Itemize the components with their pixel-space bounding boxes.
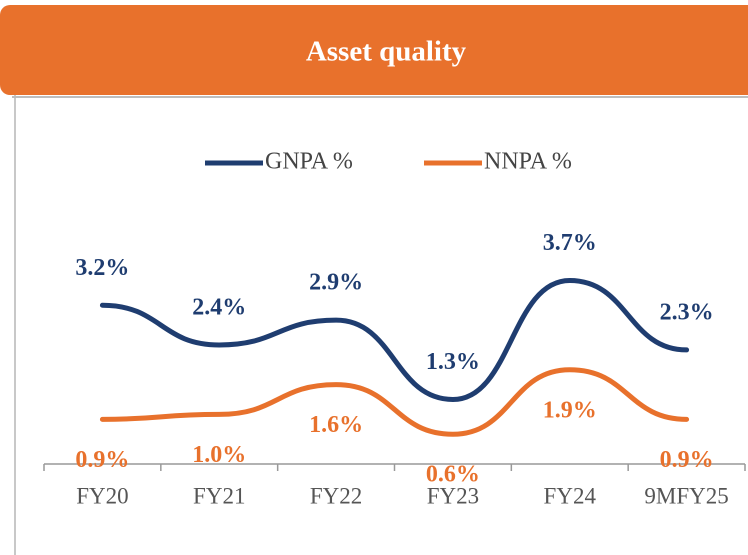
data-label: 3.7%	[543, 230, 597, 256]
data-label: 2.4%	[192, 294, 246, 320]
data-label: 1.0%	[192, 442, 246, 468]
card-header	[0, 5, 748, 95]
x-tick-label: 9MFY25	[644, 483, 728, 508]
legend-label: NNPA %	[484, 149, 572, 175]
data-label: 2.3%	[660, 299, 714, 325]
chart-title: Asset quality	[306, 36, 467, 68]
data-label: 0.9%	[660, 447, 714, 473]
data-label: 1.9%	[543, 397, 597, 423]
data-label: 0.9%	[75, 447, 129, 473]
data-label: 0.6%	[426, 462, 480, 488]
card-body	[14, 91, 748, 555]
series-line	[99, 367, 690, 437]
data-label: 1.6%	[309, 412, 363, 438]
x-tick-label: FY22	[310, 483, 362, 508]
x-tick-label: FY21	[193, 483, 245, 508]
series-line	[99, 277, 690, 403]
data-label: 1.3%	[426, 349, 480, 375]
legend-label: GNPA %	[265, 149, 353, 175]
data-label: 2.9%	[309, 270, 363, 296]
x-tick-label: FY20	[76, 483, 128, 508]
x-tick-label: FY24	[544, 483, 597, 508]
data-label: 3.2%	[75, 255, 129, 281]
x-tick-label: FY23	[427, 483, 479, 508]
